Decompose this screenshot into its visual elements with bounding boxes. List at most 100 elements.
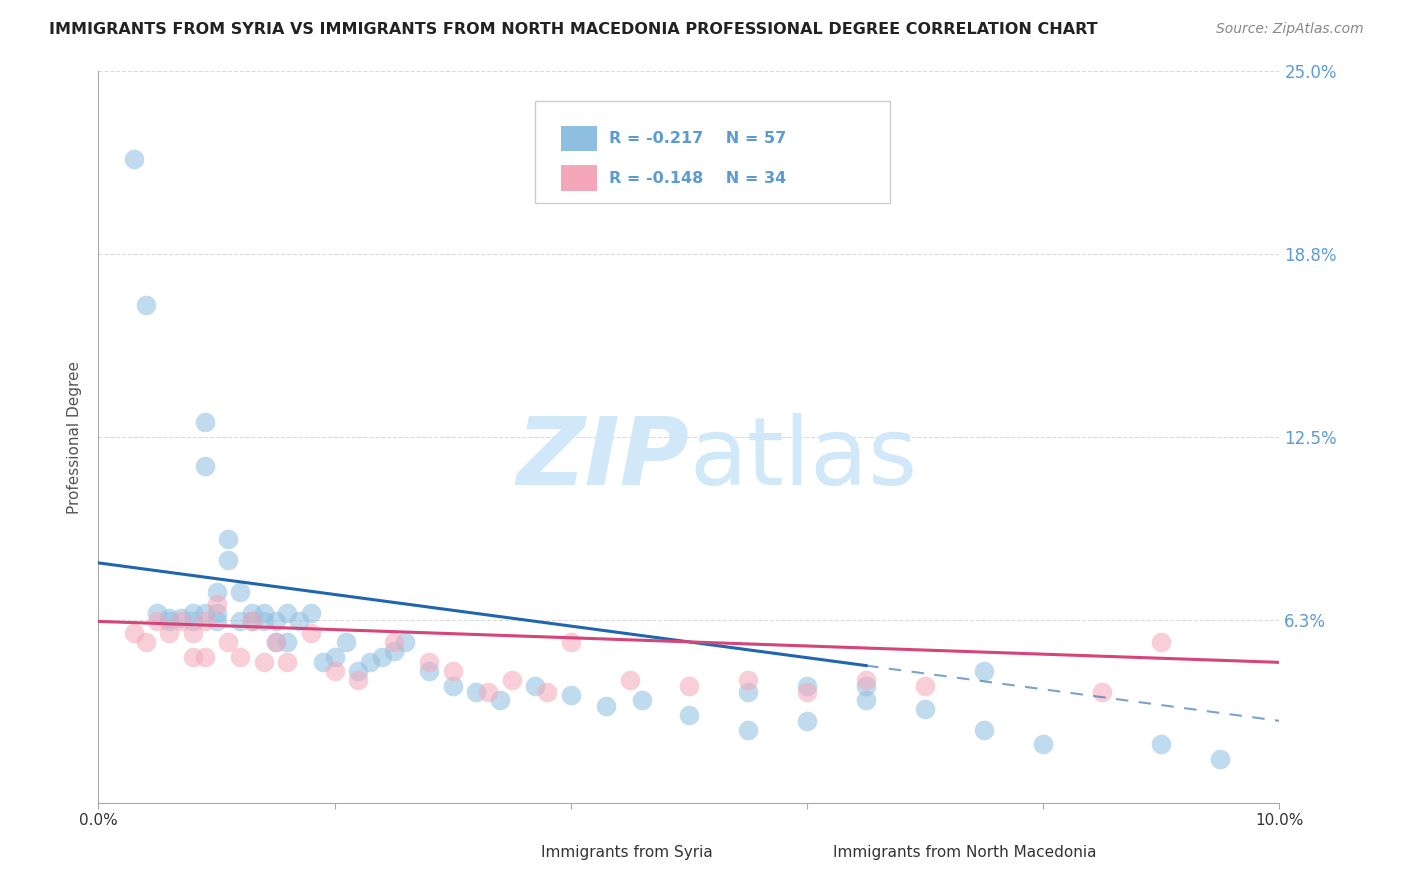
Point — [122, 626, 145, 640]
Point — [371, 649, 394, 664]
Point — [194, 416, 217, 430]
Point — [253, 606, 276, 620]
Point — [181, 615, 204, 629]
Text: R = -0.148    N = 34: R = -0.148 N = 34 — [609, 170, 786, 186]
Point — [299, 626, 322, 640]
Point — [205, 615, 228, 629]
FancyBboxPatch shape — [536, 101, 890, 203]
Point — [253, 656, 276, 670]
Text: ZIP: ZIP — [516, 413, 689, 505]
Point — [335, 635, 357, 649]
Point — [157, 626, 180, 640]
Point — [264, 635, 287, 649]
Point — [217, 635, 239, 649]
Point — [418, 656, 440, 670]
Point — [1150, 737, 1173, 751]
Point — [347, 673, 370, 687]
Point — [276, 656, 298, 670]
Text: IMMIGRANTS FROM SYRIA VS IMMIGRANTS FROM NORTH MACEDONIA PROFESSIONAL DEGREE COR: IMMIGRANTS FROM SYRIA VS IMMIGRANTS FROM… — [49, 22, 1098, 37]
Bar — [561, 165, 596, 191]
Point — [194, 606, 217, 620]
Point — [678, 679, 700, 693]
Point — [465, 684, 488, 698]
Point — [170, 615, 193, 629]
Point — [477, 684, 499, 698]
Point — [382, 635, 405, 649]
Point — [1150, 635, 1173, 649]
Point — [181, 626, 204, 640]
Point — [737, 723, 759, 737]
Point — [217, 533, 239, 547]
Point — [135, 635, 157, 649]
Point — [595, 699, 617, 714]
Point — [323, 664, 346, 678]
Point — [501, 673, 523, 687]
Point — [146, 606, 169, 620]
Point — [217, 553, 239, 567]
Point — [181, 649, 204, 664]
Point — [973, 723, 995, 737]
Point — [630, 693, 652, 707]
Point — [229, 615, 252, 629]
Point — [312, 656, 335, 670]
Point — [855, 673, 877, 687]
Point — [194, 615, 217, 629]
Point — [264, 635, 287, 649]
Point — [418, 664, 440, 678]
Point — [323, 649, 346, 664]
Point — [276, 606, 298, 620]
Point — [678, 708, 700, 723]
Point — [382, 643, 405, 657]
Point — [347, 664, 370, 678]
Bar — [561, 126, 596, 152]
Point — [441, 664, 464, 678]
Point — [1209, 752, 1232, 766]
Point — [135, 298, 157, 312]
Point — [157, 611, 180, 625]
Text: atlas: atlas — [689, 413, 917, 505]
Bar — [488, 843, 526, 865]
Text: R = -0.217    N = 57: R = -0.217 N = 57 — [609, 131, 786, 146]
Point — [737, 684, 759, 698]
Point — [796, 679, 818, 693]
Point — [737, 673, 759, 687]
Point — [264, 615, 287, 629]
Point — [441, 679, 464, 693]
Text: Source: ZipAtlas.com: Source: ZipAtlas.com — [1216, 22, 1364, 37]
Point — [240, 606, 263, 620]
Point — [1091, 684, 1114, 698]
Point — [489, 693, 512, 707]
Point — [973, 664, 995, 678]
Point — [560, 688, 582, 702]
Point — [536, 684, 558, 698]
Point — [796, 714, 818, 728]
Point — [194, 649, 217, 664]
Point — [288, 615, 311, 629]
Point — [276, 635, 298, 649]
Point — [796, 684, 818, 698]
Point — [205, 585, 228, 599]
Point — [619, 673, 641, 687]
Point — [253, 615, 276, 629]
Point — [229, 585, 252, 599]
Point — [205, 597, 228, 611]
Point — [524, 679, 547, 693]
Text: Immigrants from North Macedonia: Immigrants from North Macedonia — [832, 845, 1097, 860]
Point — [855, 679, 877, 693]
Point — [194, 459, 217, 474]
Point — [170, 611, 193, 625]
Point — [1032, 737, 1054, 751]
Point — [157, 615, 180, 629]
Point — [240, 615, 263, 629]
Point — [560, 635, 582, 649]
Point — [359, 656, 381, 670]
Text: Immigrants from Syria: Immigrants from Syria — [541, 845, 713, 860]
Point — [181, 606, 204, 620]
Bar — [783, 843, 821, 865]
Point — [146, 615, 169, 629]
Point — [122, 152, 145, 166]
Point — [240, 615, 263, 629]
Point — [394, 635, 416, 649]
Point — [914, 702, 936, 716]
Point — [229, 649, 252, 664]
